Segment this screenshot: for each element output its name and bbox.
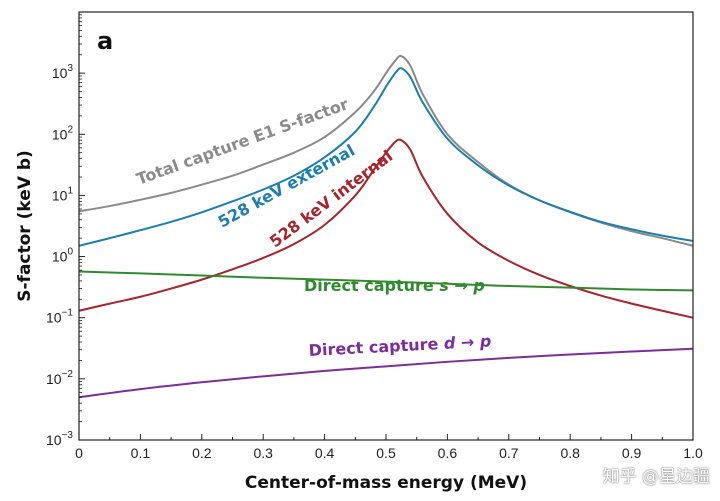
series-line-528-kev-internal <box>78 138 694 319</box>
x-tick-label: 0.9 <box>622 445 642 461</box>
watermark: 知乎 @星边疆 <box>602 467 710 487</box>
x-axis-ticks: 0 0.1 0.2 0.3 0.4 0.5 0.6 0.7 0.8 0.9 1.0 <box>75 434 703 461</box>
series-line-direct-capture-d-p <box>78 347 694 399</box>
y-axis-ticks: 10−3 10−2 10−1 100 101 102 103 <box>46 14 85 448</box>
curve-label-d-to-p-prefix: Direct capture <box>308 334 439 360</box>
y-tick-label: 103 <box>52 63 74 81</box>
curve-label-s-to-p: Direct capture s → p <box>304 276 485 295</box>
series-line-direct-capture-s-p <box>78 270 694 292</box>
x-tick-label: 0.3 <box>253 445 273 461</box>
curve-label-d-to-p: Direct capture d → p <box>308 331 492 360</box>
panel-label: a <box>97 27 113 55</box>
curve-label-d-to-p-italic: d → p <box>443 331 491 352</box>
series-line-528-kev-external <box>78 67 694 247</box>
y-axis-title: S-factor (keV b) <box>15 150 35 302</box>
x-tick-label: 1.0 <box>683 445 703 461</box>
y-tick-label: 102 <box>52 124 74 142</box>
plot-frame <box>78 11 694 441</box>
x-tick-label: 0.1 <box>131 445 151 461</box>
curve-label-s-to-p-italic: s → p <box>439 276 485 295</box>
y-tick-label: 10−1 <box>46 308 73 326</box>
y-tick-label: 10−2 <box>46 369 73 387</box>
plot-area <box>78 54 694 399</box>
x-tick-label: 0.4 <box>315 445 335 461</box>
x-tick-label: 0 <box>75 445 83 461</box>
curve-label-s-to-p-prefix: Direct capture <box>304 276 434 295</box>
y-tick-label: 100 <box>52 247 74 265</box>
x-tick-label: 0.5 <box>376 445 396 461</box>
x-tick-label: 0.6 <box>438 445 458 461</box>
x-tick-label: 0.8 <box>560 445 580 461</box>
x-tick-label: 0.7 <box>499 445 519 461</box>
y-tick-label: 10−3 <box>46 430 73 448</box>
y-tick-label: 101 <box>52 185 74 203</box>
x-axis-title: Center-of-mass energy (MeV) <box>245 473 527 493</box>
x-tick-label: 0.2 <box>192 445 212 461</box>
